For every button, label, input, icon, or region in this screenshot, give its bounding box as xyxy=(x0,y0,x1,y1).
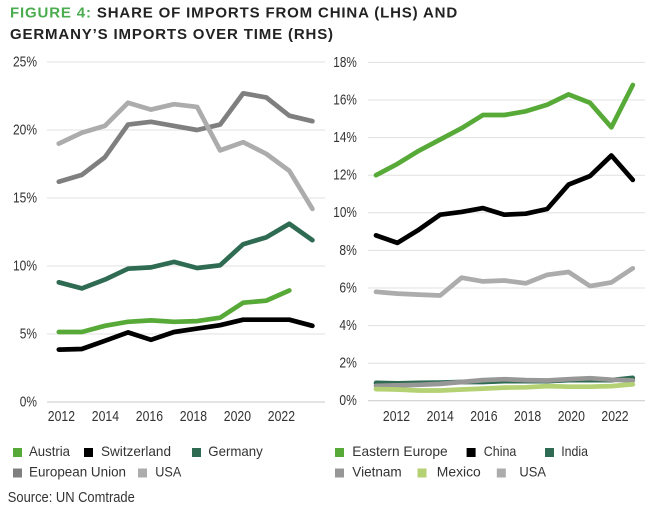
svg-text:2%: 2% xyxy=(339,356,356,372)
svg-text:Germany: Germany xyxy=(208,443,262,459)
svg-text:14%: 14% xyxy=(333,130,357,146)
svg-text:15%: 15% xyxy=(13,190,37,206)
svg-text:Switzerland: Switzerland xyxy=(101,443,171,459)
svg-text:USA: USA xyxy=(155,464,182,480)
svg-text:10%: 10% xyxy=(13,258,37,274)
svg-text:18%: 18% xyxy=(333,55,357,71)
svg-text:2014: 2014 xyxy=(92,408,119,425)
svg-text:0%: 0% xyxy=(339,393,356,409)
svg-text:2018: 2018 xyxy=(514,408,541,425)
svg-text:European Union: European Union xyxy=(29,464,126,480)
svg-text:Mexico: Mexico xyxy=(437,464,481,480)
svg-text:2016: 2016 xyxy=(470,408,497,425)
svg-text:Eastern Europe: Eastern Europe xyxy=(352,443,448,459)
svg-text:2020: 2020 xyxy=(558,408,585,425)
svg-text:0%: 0% xyxy=(20,394,37,410)
svg-text:2022: 2022 xyxy=(601,408,628,425)
svg-text:6%: 6% xyxy=(339,280,356,296)
svg-text:Austria: Austria xyxy=(29,443,70,459)
svg-text:12%: 12% xyxy=(333,168,357,184)
svg-text:10%: 10% xyxy=(333,205,357,221)
svg-text:16%: 16% xyxy=(333,92,357,108)
svg-text:GERMANY’S IMPORTS OVER TIME (R: GERMANY’S IMPORTS OVER TIME (RHS) xyxy=(10,26,334,43)
svg-text:FIGURE 4: SHARE OF IMPORTS FRO: FIGURE 4: SHARE OF IMPORTS FROM CHINA (L… xyxy=(10,5,458,22)
svg-text:4%: 4% xyxy=(339,318,356,334)
svg-text:2022: 2022 xyxy=(268,408,295,425)
svg-text:2014: 2014 xyxy=(427,408,454,425)
svg-text:USA: USA xyxy=(519,464,546,480)
svg-text:2012: 2012 xyxy=(383,408,410,425)
svg-text:2012: 2012 xyxy=(48,408,75,425)
svg-text:2020: 2020 xyxy=(224,408,251,425)
svg-text:8%: 8% xyxy=(339,243,356,259)
svg-text:India: India xyxy=(561,443,588,459)
svg-text:2018: 2018 xyxy=(180,408,207,425)
svg-text:25%: 25% xyxy=(13,54,37,70)
svg-text:Vietnam: Vietnam xyxy=(352,464,401,480)
svg-text:2016: 2016 xyxy=(136,408,163,425)
svg-text:20%: 20% xyxy=(13,122,37,138)
svg-text:5%: 5% xyxy=(20,326,37,342)
svg-text:China: China xyxy=(484,443,517,459)
svg-text:Source: UN Comtrade: Source: UN Comtrade xyxy=(8,489,135,506)
